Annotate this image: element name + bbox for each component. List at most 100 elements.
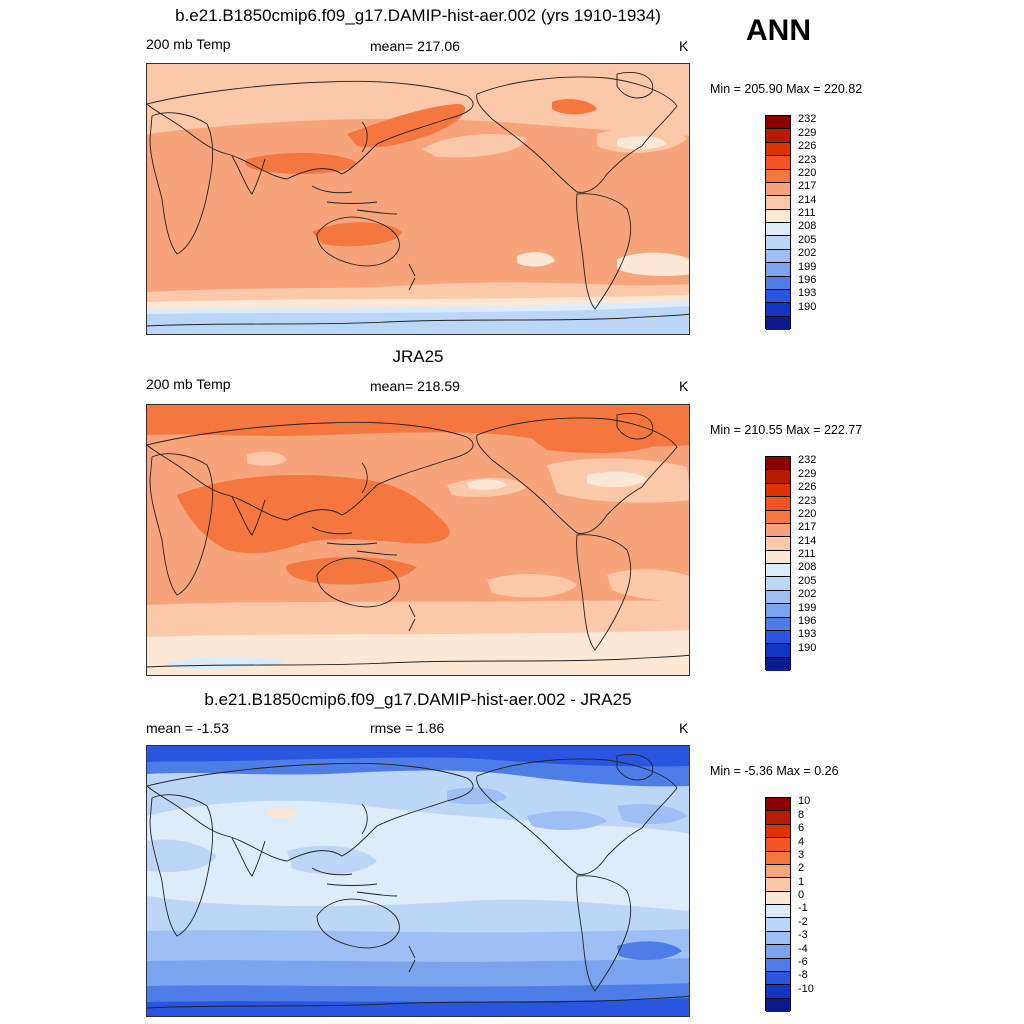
- colorbar-swatch: [766, 564, 790, 578]
- colorbar-swatch: [766, 864, 790, 879]
- panel-2-title: JRA25: [392, 347, 444, 366]
- colorbar-tick-label: -1: [798, 902, 808, 915]
- colorbar-tick-label: 226: [798, 481, 817, 494]
- colorbar-swatch: [766, 169, 790, 183]
- panel-3-units-label: K: [679, 720, 689, 736]
- panel-3-colorbar: [765, 797, 791, 1012]
- season-label: ANN: [746, 14, 811, 47]
- colorbar-swatch: [766, 657, 790, 671]
- panel-1-colorbar: [765, 115, 791, 330]
- colorbar-tick-label: 223: [798, 153, 817, 166]
- colorbar-swatch: [766, 483, 790, 498]
- colorbar-tick-label: 208: [798, 561, 817, 574]
- colorbar-tick-label: 196: [798, 273, 817, 286]
- colorbar-tick-label: 220: [798, 507, 817, 520]
- colorbar-tick-label: 10: [798, 795, 811, 808]
- colorbar-swatch: [766, 931, 790, 946]
- colorbar-swatch: [766, 263, 790, 277]
- colorbar-tick-label: 199: [798, 601, 817, 614]
- colorbar-swatch: [766, 824, 790, 839]
- panel-1-units-label: K: [679, 38, 689, 54]
- colorbar-tick-label: -3: [798, 929, 808, 942]
- colorbar-tick-label: 4: [798, 835, 805, 848]
- colorbar-swatch: [766, 617, 790, 631]
- panel-3-mean-label: mean = -1.53: [146, 720, 229, 736]
- obs-contour-plot: [147, 405, 689, 675]
- colorbar-tick-label: 0: [798, 889, 805, 901]
- panel-2-variable-label: 200 mb Temp: [146, 376, 231, 392]
- colorbar-tick-label: 232: [798, 113, 817, 126]
- colorbar-tick-label: -6: [798, 955, 808, 968]
- colorbar-swatch: [766, 891, 790, 905]
- colorbar-swatch: [766, 537, 790, 551]
- colorbar-tick-label: 193: [798, 628, 817, 641]
- colorbar-swatch: [766, 905, 790, 919]
- colorbar-tick-label: 1: [798, 875, 805, 888]
- colorbar-swatch: [766, 918, 790, 932]
- colorbar-tick-label: -4: [798, 942, 808, 955]
- colorbar-tick-label: 214: [798, 534, 817, 547]
- colorbar-tick-label: 202: [798, 247, 817, 260]
- colorbar-tick-label: 3: [798, 848, 805, 861]
- colorbar-tick-label: 8: [798, 808, 805, 821]
- colorbar-tick-label: -8: [798, 969, 808, 982]
- colorbar-swatch: [766, 116, 790, 130]
- colorbar-tick-label: 214: [798, 193, 817, 206]
- obs-map: [146, 404, 690, 676]
- colorbar-tick-label: 223: [798, 494, 817, 507]
- colorbar-swatch: [766, 811, 790, 825]
- panel-1-mean-label: mean= 217.06: [370, 38, 460, 54]
- colorbar-swatch: [766, 289, 790, 304]
- colorbar-swatch: [766, 249, 790, 264]
- colorbar-swatch: [766, 182, 790, 197]
- model-contour-plot: [147, 64, 689, 334]
- colorbar-swatch: [766, 971, 790, 986]
- colorbar-tick-label: 202: [798, 588, 817, 601]
- colorbar-tick-label: 6: [798, 822, 805, 835]
- colorbar-swatch: [766, 577, 790, 591]
- diff-map: [146, 745, 690, 1017]
- panel-1-variable-label: 200 mb Temp: [146, 36, 231, 52]
- colorbar-tick-label: -10: [798, 982, 814, 995]
- panel-2-minmax: Min = 210.55 Max = 222.77: [710, 423, 863, 437]
- model-map: [146, 63, 690, 335]
- panel-2-mean-label: mean= 218.59: [370, 378, 460, 394]
- colorbar-swatch: [766, 878, 790, 892]
- colorbar-tick-label: 199: [798, 260, 817, 273]
- colorbar-swatch: [766, 550, 790, 564]
- colorbar-swatch: [766, 838, 790, 852]
- colorbar-tick-label: 226: [798, 140, 817, 153]
- colorbar-swatch: [766, 798, 790, 812]
- colorbar-tick-label: 229: [798, 467, 817, 480]
- colorbar-tick-label: 2: [798, 862, 805, 875]
- colorbar-swatch: [766, 303, 790, 317]
- colorbar-swatch: [766, 630, 790, 645]
- colorbar-tick-label: 190: [798, 641, 817, 654]
- colorbar-swatch: [766, 604, 790, 618]
- colorbar-tick-label: 193: [798, 287, 817, 300]
- colorbar-tick-label: 196: [798, 614, 817, 627]
- colorbar-swatch: [766, 998, 790, 1012]
- colorbar-tick-label: 232: [798, 454, 817, 467]
- colorbar-swatch: [766, 129, 790, 143]
- colorbar-tick-label: 217: [798, 521, 817, 534]
- colorbar-swatch: [766, 851, 790, 865]
- colorbar-tick-label: 217: [798, 180, 817, 193]
- colorbar-swatch: [766, 142, 790, 157]
- colorbar-tick-label: 208: [798, 220, 817, 233]
- colorbar-tick-label: 220: [798, 166, 817, 179]
- colorbar-swatch: [766, 958, 790, 972]
- panel-1-title: b.e21.B1850cmip6.f09_g17.DAMIP-hist-aer.…: [175, 6, 661, 25]
- colorbar-swatch: [766, 945, 790, 959]
- colorbar-tick-label: -2: [798, 915, 808, 928]
- panel-2-colorbar: [765, 456, 791, 671]
- colorbar-swatch: [766, 156, 790, 170]
- colorbar-swatch: [766, 470, 790, 484]
- colorbar-tick-label: 205: [798, 233, 817, 246]
- colorbar-tick-label: 229: [798, 126, 817, 139]
- panel-3-rmse-label: rmse = 1.86: [370, 720, 445, 736]
- colorbar-swatch: [766, 985, 790, 999]
- panel-2-units-label: K: [679, 378, 689, 394]
- colorbar-swatch: [766, 276, 790, 290]
- panel-3-title: b.e21.B1850cmip6.f09_g17.DAMIP-hist-aer.…: [204, 690, 632, 709]
